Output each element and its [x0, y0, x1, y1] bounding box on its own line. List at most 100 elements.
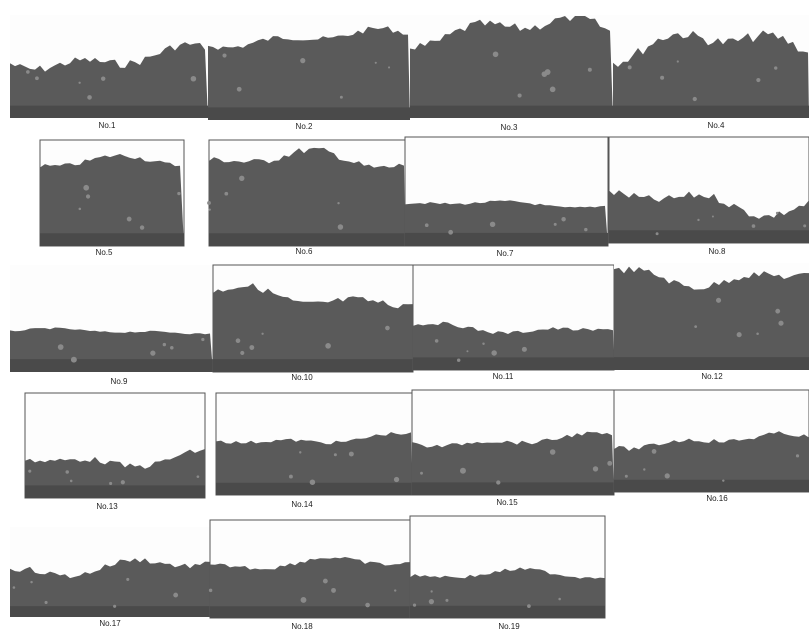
photo-panel — [409, 515, 606, 619]
ground — [412, 482, 614, 495]
foliage-highlight — [337, 224, 344, 230]
foliage-highlight — [348, 451, 354, 457]
foliage-highlight — [655, 232, 659, 236]
photo-panel — [614, 263, 809, 370]
foliage-highlight — [420, 471, 423, 475]
foliage-highlight — [224, 191, 229, 196]
foliage-highlight — [150, 350, 156, 356]
foliage-highlight — [222, 53, 227, 58]
vegetation — [410, 567, 605, 618]
foliage-highlight — [491, 350, 497, 356]
foliage-highlight — [190, 75, 197, 82]
vegetation — [209, 147, 405, 246]
foliage-highlight — [489, 221, 496, 228]
foliage-highlight — [162, 342, 167, 347]
foliage-highlight — [333, 453, 337, 457]
foliage-highlight — [482, 342, 485, 346]
ground — [614, 357, 809, 370]
panel-label: No.11 — [493, 372, 514, 381]
foliage-highlight — [208, 208, 211, 211]
foliage-highlight — [120, 480, 125, 485]
foliage-highlight — [44, 600, 48, 605]
foliage-highlight — [100, 76, 106, 81]
foliage-highlight — [736, 332, 742, 338]
foliage-highlight — [208, 588, 213, 593]
panel-label: No.19 — [498, 622, 520, 631]
ground — [40, 233, 184, 246]
foliage-highlight — [517, 93, 522, 98]
foliage-highlight — [627, 65, 632, 70]
foliage-highlight — [466, 350, 469, 353]
vegetation — [216, 432, 412, 495]
foliage-highlight — [778, 320, 784, 326]
foliage-highlight — [78, 81, 81, 84]
foliage-highlight — [177, 191, 181, 196]
foliage-highlight — [309, 479, 316, 485]
foliage-highlight — [261, 332, 264, 335]
panel-label: No.8 — [709, 247, 726, 256]
ground — [405, 232, 608, 246]
panel-label: No.13 — [96, 502, 118, 511]
foliage-highlight — [385, 325, 390, 331]
foliage-highlight — [694, 325, 698, 329]
foliage-highlight — [85, 194, 91, 199]
foliage-highlight — [35, 76, 39, 81]
foliage-highlight — [456, 358, 461, 362]
foliage-highlight — [240, 350, 245, 356]
foliage-highlight — [83, 184, 90, 191]
ground — [410, 105, 613, 118]
foliage-highlight — [57, 344, 64, 350]
photo-panel — [207, 139, 406, 247]
foliage-highlight — [664, 473, 670, 479]
ground — [210, 606, 410, 618]
ground — [25, 485, 205, 498]
ground — [216, 482, 412, 495]
panel-label: No.4 — [708, 121, 725, 130]
foliage-highlight — [28, 469, 32, 473]
foliage-highlight — [109, 481, 113, 485]
foliage-highlight — [803, 224, 807, 228]
foliage-highlight — [660, 75, 665, 80]
foliage-highlight — [393, 476, 400, 483]
vegetation — [40, 154, 184, 246]
photo-panel — [208, 15, 410, 120]
panel-label: No.7 — [497, 249, 514, 258]
foliage-highlight — [65, 470, 69, 474]
vegetation — [412, 431, 614, 495]
foliage-highlight — [30, 580, 33, 584]
photo-panel — [411, 389, 615, 496]
foliage-highlight — [365, 602, 370, 608]
foliage-highlight — [775, 211, 779, 215]
foliage-highlight — [558, 597, 561, 601]
photo-panel — [208, 519, 411, 619]
panel-label: No.16 — [706, 494, 728, 503]
foliage-highlight — [139, 225, 145, 230]
foliage-highlight — [299, 451, 302, 454]
photo-panel — [410, 15, 613, 118]
foliage-highlight — [387, 66, 391, 69]
panel-label: No.9 — [111, 377, 128, 386]
ground — [613, 105, 809, 118]
panel-label: No.14 — [291, 500, 313, 509]
ground — [213, 359, 413, 372]
photo-panel — [10, 527, 210, 617]
foliage-highlight — [394, 589, 397, 592]
foliage-highlight — [331, 587, 336, 593]
ground — [410, 605, 605, 618]
photo-panel — [613, 15, 809, 118]
vegetation — [614, 431, 809, 492]
foliage-highlight — [26, 70, 30, 74]
ground — [10, 606, 210, 617]
panel-label: No.18 — [291, 622, 313, 631]
photo-panel — [212, 264, 414, 373]
ground — [10, 359, 213, 372]
panel-label: No.3 — [501, 123, 518, 132]
foliage-highlight — [170, 346, 174, 350]
foliage-highlight — [715, 297, 722, 303]
vegetation — [208, 26, 410, 120]
vegetation — [613, 30, 809, 118]
foliage-highlight — [445, 598, 449, 602]
foliage-highlight — [676, 60, 679, 63]
vegetation — [10, 558, 210, 617]
